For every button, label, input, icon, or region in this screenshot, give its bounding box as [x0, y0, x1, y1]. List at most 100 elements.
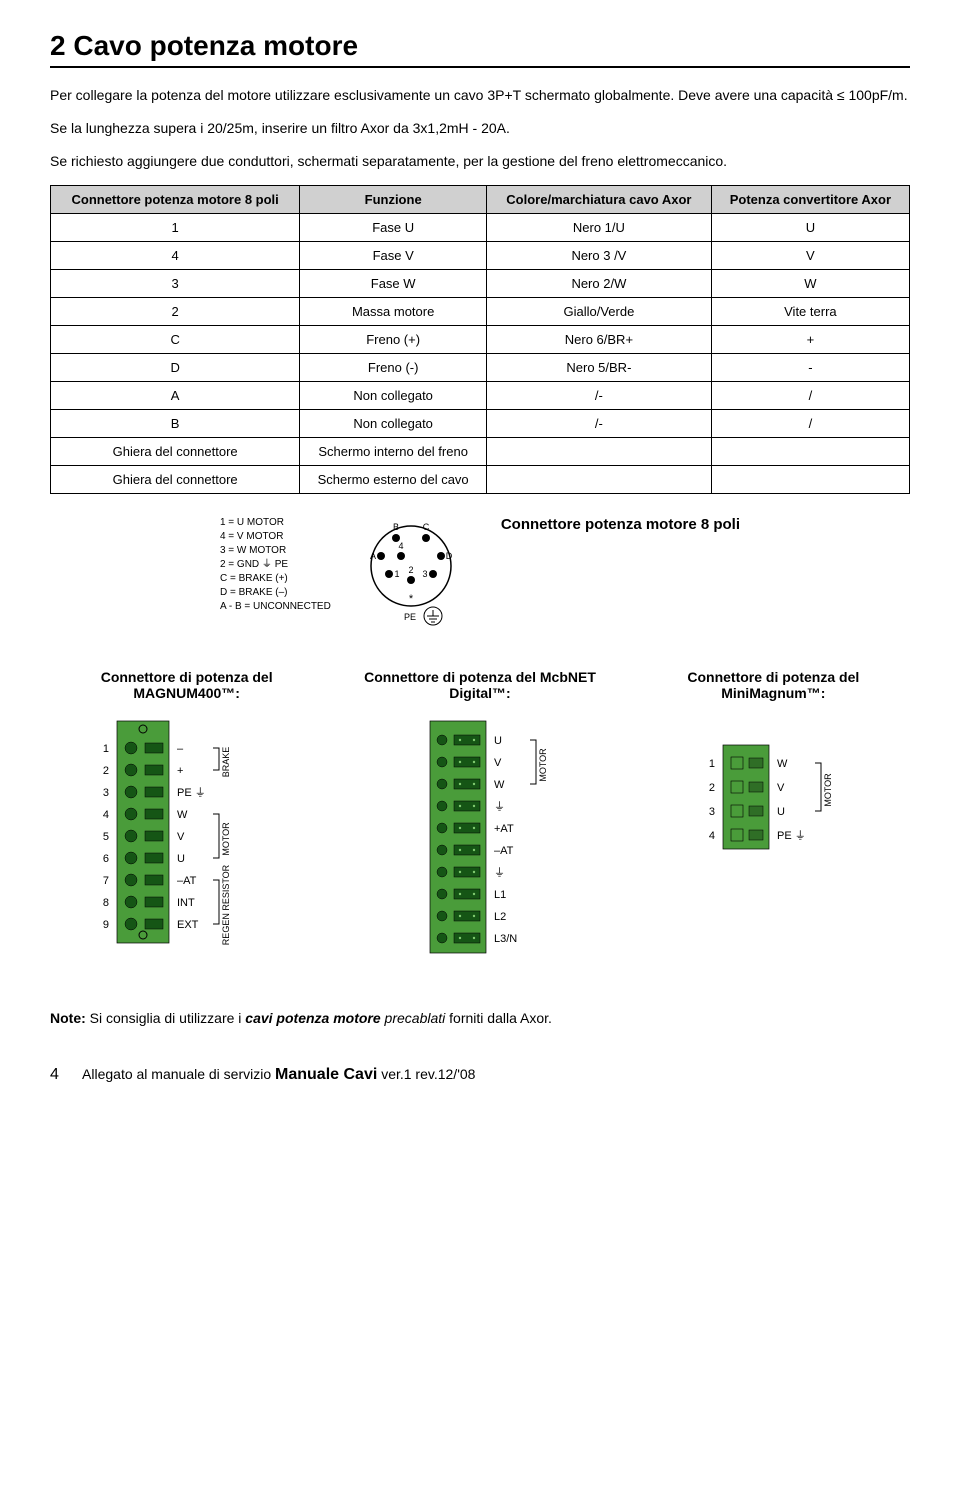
table-cell: 3	[51, 269, 300, 297]
svg-text:⏚: ⏚	[494, 866, 505, 879]
table-cell: -	[711, 353, 909, 381]
svg-text:C: C	[423, 522, 430, 532]
minimagnum-connector-icon: 1W2V3U4PE ⏚MOTOR	[673, 715, 873, 875]
pin-legend-line: C = BRAKE (+)	[220, 572, 331, 586]
table-cell: Fase U	[300, 213, 487, 241]
connector-circle-icon: B C A D 4 1 3 2 * PE	[361, 516, 471, 641]
svg-text:+: +	[177, 765, 183, 777]
table-row: Ghiera del connettoreSchermo interno del…	[51, 437, 910, 465]
connector-table: Connettore potenza motore 8 poliFunzione…	[50, 185, 910, 494]
table-cell: Fase W	[300, 269, 487, 297]
svg-text:*: *	[409, 593, 414, 605]
connector-8pole-title: Connettore potenza motore 8 poli	[501, 516, 740, 533]
svg-text:PE: PE	[404, 612, 416, 622]
page-number: 4	[50, 1066, 59, 1083]
table-cell: C	[51, 325, 300, 353]
mcbnet-connector-icon: UVW⏚+AT–AT⏚L1L2L3/NMOTOR	[390, 715, 570, 975]
svg-text:L2: L2	[494, 911, 506, 923]
table-header: Funzione	[300, 185, 487, 213]
table-cell	[487, 465, 712, 493]
table-cell: Giallo/Verde	[487, 297, 712, 325]
svg-text:3: 3	[422, 569, 427, 579]
svg-text:+AT: +AT	[494, 823, 514, 835]
table-header: Colore/marchiatura cavo Axor	[487, 185, 712, 213]
table-cell: Freno (-)	[300, 353, 487, 381]
svg-text:L3/N: L3/N	[494, 933, 517, 945]
table-cell: /	[711, 381, 909, 409]
pin-legend-line: A - B = UNCONNECTED	[220, 600, 331, 614]
svg-text:3: 3	[103, 787, 109, 799]
table-cell	[711, 465, 909, 493]
table-cell: 4	[51, 241, 300, 269]
svg-text:2: 2	[103, 765, 109, 777]
table-row: 4Fase VNero 3 /VV	[51, 241, 910, 269]
page-title: 2 Cavo potenza motore	[50, 30, 910, 68]
svg-text:U: U	[777, 806, 785, 818]
intro-block: Per collegare la potenza del motore util…	[50, 86, 910, 171]
svg-text:9: 9	[103, 919, 109, 931]
pin-legend-line: 2 = GND ⏚ PE	[220, 558, 331, 572]
intro-p1: Per collegare la potenza del motore util…	[50, 86, 910, 105]
svg-text:1: 1	[394, 569, 399, 579]
table-cell: Nero 2/W	[487, 269, 712, 297]
table-cell: Vite terra	[711, 297, 909, 325]
intro-p3: Se richiesto aggiungere due conduttori, …	[50, 152, 910, 171]
table-cell: U	[711, 213, 909, 241]
svg-text:W: W	[177, 809, 188, 821]
note-text: Note: Si consiglia di utilizzare i cavi …	[50, 1010, 910, 1026]
table-row: 3Fase WNero 2/WW	[51, 269, 910, 297]
svg-text:2: 2	[408, 565, 413, 575]
table-cell: Fase V	[300, 241, 487, 269]
table-cell: Massa motore	[300, 297, 487, 325]
svg-text:7: 7	[103, 875, 109, 887]
table-cell	[711, 437, 909, 465]
table-cell: Non collegato	[300, 409, 487, 437]
table-cell: Schermo esterno del cavo	[300, 465, 487, 493]
magnum400-title: Connettore di potenza del MAGNUM400™:	[50, 669, 323, 701]
svg-text:3: 3	[709, 806, 715, 818]
svg-text:1: 1	[709, 758, 715, 770]
pin-legend-line: 3 = W MOTOR	[220, 544, 331, 558]
svg-text:INT: INT	[177, 897, 195, 909]
pin-legend-line: 1 = U MOTOR	[220, 516, 331, 530]
svg-text:PE ⏚: PE ⏚	[177, 786, 206, 799]
svg-text:–AT: –AT	[494, 845, 514, 857]
svg-text:L1: L1	[494, 889, 506, 901]
minimagnum-block: Connettore di potenza del MiniMagnum™: 1…	[637, 669, 910, 980]
connector-diagram-row: 1 = U MOTOR4 = V MOTOR3 = W MOTOR2 = GND…	[50, 516, 910, 641]
table-cell: /	[711, 409, 909, 437]
table-cell: /-	[487, 381, 712, 409]
svg-text:B: B	[393, 522, 399, 532]
page-footer: 4 Allegato al manuale di servizio Manual…	[50, 1066, 910, 1084]
footer-version: ver.1 rev.12/'08	[381, 1066, 475, 1082]
table-row: 1Fase UNero 1/UU	[51, 213, 910, 241]
table-cell: 2	[51, 297, 300, 325]
table-cell: Non collegato	[300, 381, 487, 409]
table-cell: 1	[51, 213, 300, 241]
pin-legend: 1 = U MOTOR4 = V MOTOR3 = W MOTOR2 = GND…	[220, 516, 331, 614]
table-row: 2Massa motoreGiallo/VerdeVite terra	[51, 297, 910, 325]
table-row: ANon collegato/-/	[51, 381, 910, 409]
table-cell: /-	[487, 409, 712, 437]
table-cell: Nero 3 /V	[487, 241, 712, 269]
mcbnet-block: Connettore di potenza del McbNET Digital…	[343, 669, 616, 980]
table-row: CFreno (+)Nero 6/BR++	[51, 325, 910, 353]
table-row: DFreno (-)Nero 5/BR--	[51, 353, 910, 381]
svg-text:W: W	[494, 779, 505, 791]
table-cell: Ghiera del connettore	[51, 465, 300, 493]
svg-text:EXT: EXT	[177, 919, 199, 931]
svg-text:U: U	[177, 853, 185, 865]
footer-manual: Manuale Cavi	[275, 1066, 377, 1083]
table-cell: B	[51, 409, 300, 437]
svg-text:5: 5	[103, 831, 109, 843]
table-cell: V	[711, 241, 909, 269]
svg-text:D: D	[446, 551, 453, 561]
table-cell: D	[51, 353, 300, 381]
table-cell: Nero 6/BR+	[487, 325, 712, 353]
svg-text:REGEN RESISTOR: REGEN RESISTOR	[221, 864, 231, 945]
svg-text:MOTOR: MOTOR	[823, 773, 833, 807]
table-cell	[487, 437, 712, 465]
svg-text:4: 4	[709, 830, 715, 842]
svg-text:MOTOR: MOTOR	[221, 822, 231, 856]
pin-legend-line: D = BRAKE (–)	[220, 586, 331, 600]
